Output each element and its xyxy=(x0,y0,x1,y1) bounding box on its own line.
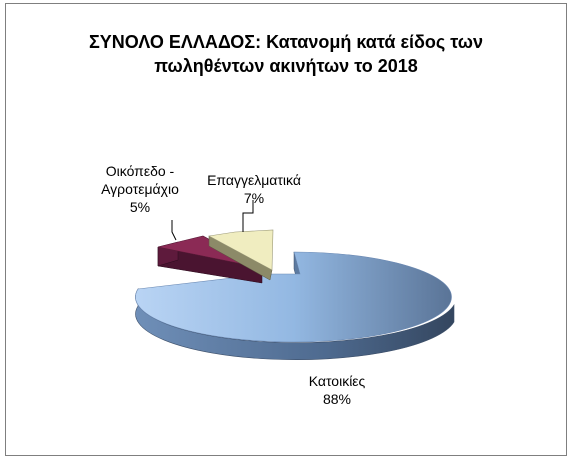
leader-line-epaggelmatika xyxy=(242,200,254,232)
chart-frame xyxy=(5,3,567,456)
label-katoikies-percent: 88% xyxy=(323,391,351,407)
slice-katoikies-top xyxy=(135,251,452,343)
label-oikopedo-line-1: Οικόπεδο - xyxy=(106,163,175,179)
label-oikopedo-line-2: Αγροτεμάχιο xyxy=(101,181,179,197)
leader-line-oikopedo xyxy=(171,220,177,241)
label-epaggelmatika-percent: 7% xyxy=(244,190,264,206)
slice-epaggelmatika-top xyxy=(208,229,274,271)
chart-title-line-1: ΣΥΝΟΛΟ ΕΛΛΑΔΟΣ: Κατανομή κατά είδος των xyxy=(89,32,483,52)
label-epaggelmatika-name: Επαγγελματικά xyxy=(207,172,301,188)
chart-title-line-2: πωληθέντων ακινήτων το 2018 xyxy=(154,56,418,76)
label-katoikies-name: Κατοικίες xyxy=(309,373,366,389)
label-oikopedo-percent: 5% xyxy=(130,199,150,215)
